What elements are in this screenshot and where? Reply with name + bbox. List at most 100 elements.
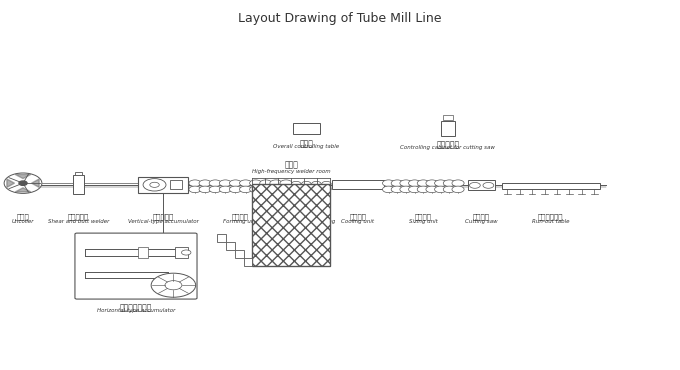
Circle shape xyxy=(301,186,311,192)
Circle shape xyxy=(209,186,221,193)
Circle shape xyxy=(400,180,412,186)
Circle shape xyxy=(209,180,221,186)
Text: Controlling cabinet for cutting saw: Controlling cabinet for cutting saw xyxy=(401,145,495,149)
Text: Layout Drawing of Tube Mill Line: Layout Drawing of Tube Mill Line xyxy=(238,12,442,25)
Circle shape xyxy=(443,180,456,186)
Circle shape xyxy=(426,186,438,193)
Circle shape xyxy=(199,186,211,193)
Circle shape xyxy=(322,186,331,192)
Circle shape xyxy=(483,182,494,188)
FancyBboxPatch shape xyxy=(75,233,197,299)
Text: Cooling unit: Cooling unit xyxy=(341,219,375,223)
Bar xyxy=(235,250,243,258)
Text: Welding Scraping: Welding Scraping xyxy=(287,219,335,223)
Bar xyxy=(502,183,600,189)
Text: Cutting saw: Cutting saw xyxy=(465,219,498,223)
Circle shape xyxy=(311,186,321,192)
Circle shape xyxy=(400,186,412,193)
Circle shape xyxy=(19,181,27,185)
Bar xyxy=(252,184,330,266)
Text: 总控台: 总控台 xyxy=(299,139,313,148)
Circle shape xyxy=(418,186,429,193)
Text: Run-out table: Run-out table xyxy=(532,219,570,223)
Bar xyxy=(75,172,82,175)
Circle shape xyxy=(270,186,282,193)
Circle shape xyxy=(418,180,429,186)
Text: 飞锯控制台: 飞锯控制台 xyxy=(437,140,460,149)
Text: 高频楼: 高频楼 xyxy=(284,160,298,169)
Polygon shape xyxy=(15,188,31,192)
Circle shape xyxy=(409,180,421,186)
Circle shape xyxy=(4,173,42,194)
Text: Forming unit: Forming unit xyxy=(223,219,258,223)
Circle shape xyxy=(435,186,447,193)
Circle shape xyxy=(250,186,262,193)
Circle shape xyxy=(280,186,292,193)
Circle shape xyxy=(391,186,403,193)
Circle shape xyxy=(182,250,191,255)
Text: 剪切对锶机: 剪切对锶机 xyxy=(68,213,89,220)
Polygon shape xyxy=(31,179,39,187)
Circle shape xyxy=(322,181,331,186)
Circle shape xyxy=(469,182,480,188)
Bar xyxy=(217,234,226,242)
Text: Shear and butt welder: Shear and butt welder xyxy=(48,219,109,223)
Text: Sizing unit: Sizing unit xyxy=(409,219,438,223)
Circle shape xyxy=(151,273,196,297)
Bar xyxy=(243,258,252,266)
Circle shape xyxy=(229,180,241,186)
Circle shape xyxy=(426,180,438,186)
Bar xyxy=(137,176,188,193)
Circle shape xyxy=(443,186,456,193)
Circle shape xyxy=(435,180,447,186)
Circle shape xyxy=(260,186,272,193)
Bar xyxy=(170,180,182,189)
Bar xyxy=(73,175,84,194)
Circle shape xyxy=(311,181,321,186)
Circle shape xyxy=(150,182,159,187)
Circle shape xyxy=(239,180,252,186)
Circle shape xyxy=(270,180,282,186)
Text: Overall controlling table: Overall controlling table xyxy=(273,144,339,149)
Circle shape xyxy=(382,180,394,186)
Circle shape xyxy=(165,281,182,290)
Bar xyxy=(332,180,384,189)
Text: 成品输管台架: 成品输管台架 xyxy=(538,213,564,220)
Circle shape xyxy=(391,180,403,186)
Bar xyxy=(138,247,148,258)
Bar xyxy=(293,123,320,134)
Circle shape xyxy=(219,180,231,186)
Circle shape xyxy=(292,181,301,186)
Text: 定径主机: 定径主机 xyxy=(415,213,432,220)
Circle shape xyxy=(301,181,311,186)
Circle shape xyxy=(250,180,262,186)
Circle shape xyxy=(229,186,241,193)
Circle shape xyxy=(189,180,201,186)
Circle shape xyxy=(452,180,464,186)
Polygon shape xyxy=(15,174,31,179)
Circle shape xyxy=(382,186,394,193)
Text: 焊接、刷包: 焊接、刷包 xyxy=(301,213,322,220)
Bar xyxy=(443,115,454,120)
Circle shape xyxy=(219,186,231,193)
Text: Uncoiler: Uncoiler xyxy=(12,219,34,223)
Circle shape xyxy=(189,186,201,193)
Text: 切断飞锯: 切断飞锯 xyxy=(473,213,490,220)
Circle shape xyxy=(143,179,166,191)
Bar xyxy=(226,242,235,250)
Text: 笼式应料笜: 笼式应料笜 xyxy=(152,213,173,220)
Circle shape xyxy=(199,180,211,186)
Text: 卧式活应应料笜: 卧式活应应料笜 xyxy=(120,303,152,312)
Polygon shape xyxy=(7,179,14,187)
Circle shape xyxy=(292,186,301,192)
Circle shape xyxy=(409,186,421,193)
Bar xyxy=(441,121,455,136)
Circle shape xyxy=(260,180,272,186)
Bar xyxy=(468,180,495,191)
Circle shape xyxy=(452,186,464,193)
Text: 冷却水道: 冷却水道 xyxy=(350,213,367,220)
Circle shape xyxy=(239,186,252,193)
Text: Vertical-type accumulator: Vertical-type accumulator xyxy=(128,219,199,223)
Text: 成型主机: 成型主机 xyxy=(232,213,249,220)
Bar xyxy=(175,247,188,258)
